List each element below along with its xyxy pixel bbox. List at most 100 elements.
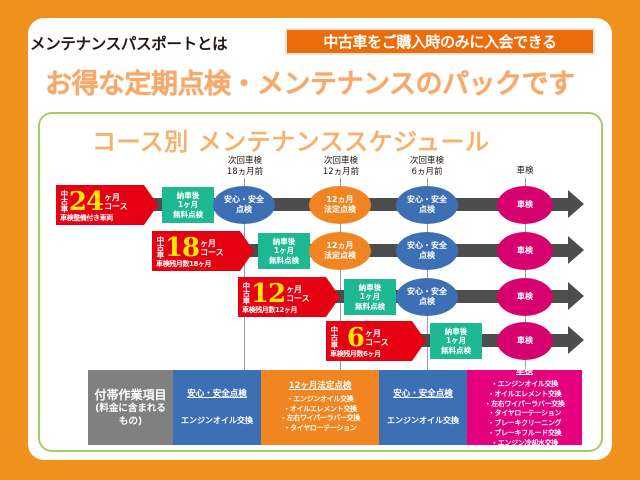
node-safety-check-24-a-l2: 点検	[236, 205, 252, 214]
node-free-inspection-6-l2: 1ヶ月	[445, 336, 467, 346]
table-column-legal-12m-item-2: ・左右ワイパーラバー交換	[279, 414, 361, 423]
node-free-inspection-18-l3: 無料点検	[269, 255, 299, 265]
node-shaken-12[interactable]: 車検	[497, 278, 553, 316]
course-tag-6-subline: 車検残月数6ヶ月	[330, 350, 381, 358]
column-header-12m-line1: 次回車検	[323, 156, 358, 166]
node-free-inspection-18[interactable]: 納車後 1ヶ月 無料点検	[258, 233, 310, 269]
course-tag-24-course: コース	[104, 201, 128, 211]
node-safety-check-12[interactable]: 安心・安全 点検	[396, 278, 458, 316]
node-shaken-12-l1: 車検	[517, 291, 533, 301]
column-header-18m-line2: 18ヵ月前	[226, 167, 264, 178]
header-badge: 中古車をご購入時のみに入会できる	[285, 28, 595, 55]
node-free-inspection-12-l3: 無料点検	[355, 301, 385, 311]
course-tag-6-course: コース	[364, 337, 389, 347]
node-shaken-18[interactable]: 車検	[497, 232, 553, 270]
table-label-main: 付帯作業項目	[94, 388, 167, 403]
node-shaken-6[interactable]: 車検	[497, 322, 553, 360]
course-tag-24-subline: 車検整備付き車両	[60, 214, 113, 222]
node-legal-12m-18-l1: 12ヵ月	[326, 240, 354, 250]
table-column-shaken-item-3: ・タイヤローテーション	[487, 409, 562, 418]
course-tag-24-prefix: 中古車	[59, 189, 69, 212]
course-tag-18-subline: 車検残月数18ヶ月	[156, 260, 212, 268]
table-column-legal-12m-item-0: ・エンジンオイル交換	[286, 394, 354, 403]
course-tag-6-prefix: 中古車	[329, 325, 339, 348]
node-free-inspection-24-l1: 納車後	[176, 190, 200, 200]
table-column-safety-a-item-0: エンジンオイル交換	[181, 415, 253, 425]
header-lead-text: メンテナンスパスポートとは	[30, 35, 228, 53]
node-legal-12m-24[interactable]: 12ヵ月 法定点検	[309, 186, 371, 224]
node-legal-12m-18-l2: 法定点検	[324, 251, 356, 260]
timeline-row-6: 中古車 6 ヶ月 コース 車検残月数6ヶ月 納車後 1ヶ月 無料点検 車検	[40, 320, 605, 362]
table-column-safety-a-title: 安心・安全点検	[187, 388, 247, 399]
included-work-table: 付帯作業項目 (料金に含まれる もの) 安心・安全点検 エンジンオイル交換 12…	[88, 366, 582, 447]
course-tag-12-number: 12	[250, 279, 286, 310]
column-header-18m: 次回車検 18ヵ月前	[210, 156, 280, 178]
node-free-inspection-6-l3: 無料点検	[441, 345, 471, 355]
node-free-inspection-6[interactable]: 納車後 1ヶ月 無料点検	[430, 323, 482, 359]
node-free-inspection-24[interactable]: 納車後 1ヶ月 無料点検	[162, 187, 214, 223]
column-header-shaken-line1: 車検	[516, 166, 534, 176]
node-safety-check-24-a[interactable]: 安心・安全 点検	[213, 186, 275, 224]
column-header-shaken: 車検	[490, 166, 560, 177]
column-header-12m-line2: 12ヵ月前	[322, 167, 360, 178]
column-header-6m-line2: 6ヵ月前	[411, 167, 443, 178]
table-column-legal-12m-title: 12ヶ月法定点検	[288, 380, 352, 391]
timeline-arrow-icon	[568, 326, 584, 354]
table-column-legal-12m: 12ヶ月法定点検 ・エンジンオイル交換 ・オイルエレメント交換 ・左右ワイパーラ…	[261, 370, 379, 445]
schedule-title: コース別 メンテナンススケジュール	[91, 127, 490, 156]
table-column-safety-b-item-0: エンジンオイル交換	[387, 415, 459, 425]
node-safety-check-12-l2: 点検	[419, 297, 435, 306]
timeline-arrow-icon	[568, 236, 584, 264]
node-safety-check-24-b[interactable]: 安心・安全 点検	[396, 186, 458, 224]
node-shaken-18-l1: 車検	[517, 245, 533, 255]
table-column-shaken-item-5: ・ブレーキフルード交換	[487, 429, 562, 438]
table-label-sub-line1: (料金に含まれる	[95, 403, 166, 415]
course-tag-18-course: コース	[200, 247, 224, 257]
table-label-cell: 付帯作業項目 (料金に含まれる もの)	[88, 370, 173, 445]
table-column-shaken: 車検 ・エンジンオイル交換 ・オイルエレメント交換 ・左右ワイパーラバー交換 ・…	[467, 366, 582, 447]
course-tag-18-prefix: 中古車	[155, 235, 165, 258]
guide-line-6m	[427, 178, 428, 374]
node-safety-check-12-l1: 安心・安全	[407, 286, 447, 296]
table-column-legal-12m-item-1: ・オイルエレメント交換	[283, 404, 357, 413]
course-tag-12-prefix: 中古車	[241, 281, 251, 304]
guide-line-12m	[340, 178, 341, 374]
course-tag-12[interactable]: 中古車 12 ヶ月 コース 車検残月数12ヶ月	[238, 277, 340, 317]
node-safety-check-24-b-l2: 点検	[419, 205, 435, 214]
node-free-inspection-12[interactable]: 納車後 1ヶ月 無料点検	[344, 279, 396, 315]
course-tag-6[interactable]: 中古車 6 ヶ月 コース 車検残月数6ヶ月	[326, 321, 426, 361]
table-column-shaken-item-6: ・エンジン冷却水交換	[491, 439, 558, 448]
node-shaken-6-l1: 車検	[517, 335, 533, 345]
course-tag-12-subline: 車検残月数12ヶ月	[242, 306, 298, 314]
course-tag-24-unit: ヶ月	[104, 192, 121, 202]
node-free-inspection-12-l1: 納車後	[358, 282, 382, 292]
table-column-shaken-item-0: ・エンジンオイル交換	[491, 379, 558, 388]
course-tag-18[interactable]: 中古車 18 ヶ月 コース 車検残月数18ヶ月	[152, 231, 254, 271]
guide-line-shaken	[525, 178, 526, 374]
column-header-12m: 次回車検 12ヵ月前	[306, 156, 376, 178]
node-free-inspection-24-l2: 1ヶ月	[177, 200, 199, 210]
course-tag-18-unit: ヶ月	[200, 238, 217, 248]
table-column-shaken-item-4: ・ブレーキクリーニング	[487, 419, 562, 428]
table-column-safety-b: 安心・安全点検 エンジンオイル交換	[379, 370, 467, 445]
schedule-panel: コース別 メンテナンススケジュール 次回車検 18ヵ月前 次回車検 12ヵ月前 …	[38, 112, 603, 452]
timeline-arrow-icon	[568, 190, 584, 218]
node-shaken-24[interactable]: 車検	[497, 186, 553, 224]
node-safety-check-18[interactable]: 安心・安全 点検	[396, 232, 458, 270]
table-column-shaken-item-2: ・左右ワイパーラバー交換	[484, 399, 565, 408]
table-column-shaken-item-1: ・オイルエレメント交換	[487, 389, 562, 398]
course-tag-24-number: 24	[68, 187, 104, 218]
table-column-shaken-title: 車検	[515, 365, 533, 376]
header-tagline: お得な定期点検・メンテナンスのパックです	[44, 68, 575, 100]
timeline-arrow-icon	[568, 282, 584, 310]
node-safety-check-24-b-l1: 安心・安全	[407, 194, 447, 204]
node-shaken-24-l1: 車検	[517, 199, 533, 209]
node-safety-check-18-l2: 点検	[419, 251, 435, 260]
timeline-row-12: 中古車 12 ヶ月 コース 車検残月数12ヶ月 納車後 1ヶ月 無料点検 安心・…	[40, 276, 605, 318]
course-tag-24[interactable]: 中古車 24 ヶ月 コース 車検整備付き車両	[56, 185, 158, 225]
node-free-inspection-18-l1: 納車後	[272, 236, 296, 246]
table-label-sub-line2: もの)	[118, 415, 143, 427]
course-tag-12-unit: ヶ月	[286, 284, 303, 294]
node-legal-12m-18[interactable]: 12ヵ月 法定点検	[309, 232, 371, 270]
